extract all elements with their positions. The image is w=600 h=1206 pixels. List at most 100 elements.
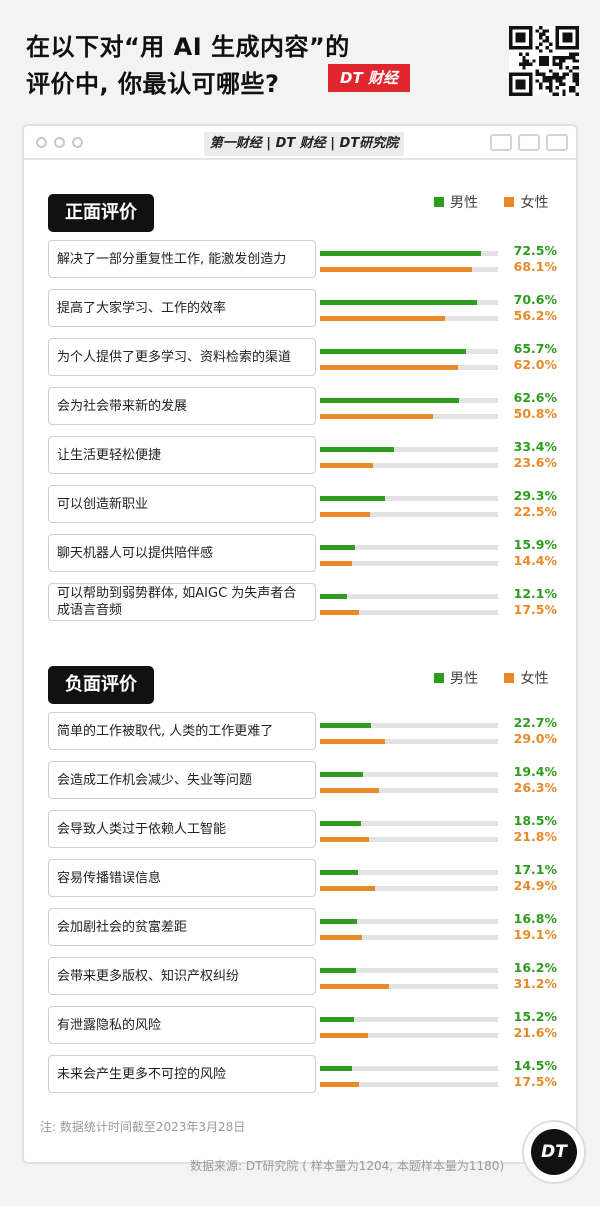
bar-track-female <box>320 984 498 989</box>
dt-logo-text: DT <box>531 1129 577 1175</box>
bar-male <box>320 447 395 452</box>
bar-male <box>320 496 386 501</box>
bar-male <box>320 398 460 403</box>
bar-track-male <box>320 349 498 354</box>
bar-track-female <box>320 739 498 744</box>
legend-swatch-male <box>434 197 444 207</box>
value-label-female: 62.0% <box>513 357 557 372</box>
value-label-female: 17.5% <box>513 1074 557 1089</box>
value-label-male: 15.2% <box>513 1009 557 1024</box>
window-maximize-icon <box>72 137 83 148</box>
bar-male <box>320 545 356 550</box>
legend-positive: 男性 女性 <box>434 192 570 212</box>
footnote: 注: 数据统计时间截至2023年3月28日 <box>40 1120 246 1134</box>
window-button-icon <box>490 134 512 151</box>
value-label-female: 56.2% <box>513 308 557 323</box>
bar-track-female <box>320 414 498 419</box>
data-source: 数据来源: DT研究院 ( 样本量为1204, 本题样本量为1180) <box>190 1159 505 1173</box>
legend-label-female: 女性 <box>520 195 549 211</box>
bar-track-male <box>320 919 498 924</box>
category-label: 聊天机器人可以提供陪伴感 <box>48 534 316 572</box>
value-label-female: 24.9% <box>513 878 557 893</box>
legend-item-female: 女性 <box>504 668 548 688</box>
bar-track-female <box>320 788 498 793</box>
page-title-line2: 评价中, 你最认可哪些? <box>26 70 280 98</box>
value-label-male: 15.9% <box>513 537 557 552</box>
bar-female <box>320 610 359 615</box>
bar-row: 未来会产生更多不可控的风险 14.5% 17.5% <box>48 1055 578 1093</box>
bar-row: 会带来更多版权、知识产权纠纷 16.2% 31.2% <box>48 957 578 995</box>
value-label-male: 22.7% <box>513 715 557 730</box>
value-label-male: 62.6% <box>513 390 557 405</box>
bar-track-female <box>320 610 498 615</box>
bar-row: 为个人提供了更多学习、资料检索的渠道 65.7% 62.0% <box>48 338 578 376</box>
bar-track-male <box>320 968 498 973</box>
bar-female <box>320 788 379 793</box>
bar-male <box>320 349 467 354</box>
category-label: 会加剧社会的贫富差距 <box>48 908 316 946</box>
bar-track-female <box>320 365 498 370</box>
bar-track-male <box>320 723 498 728</box>
header: 在以下对“用 AI 生成内容”的 评价中, 你最认可哪些? DT 财经 <box>0 0 600 122</box>
bar-female <box>320 837 369 842</box>
value-label-female: 14.4% <box>513 553 557 568</box>
bar-track-male <box>320 1017 498 1022</box>
bar-row: 可以帮助到弱势群体, 如AIGC 为失声者合成语言音频 12.1% 17.5% <box>48 583 578 621</box>
bar-track-male <box>320 821 498 826</box>
bar-male <box>320 821 362 826</box>
value-label-male: 16.2% <box>513 960 557 975</box>
value-label-female: 29.0% <box>513 731 557 746</box>
bar-track-female <box>320 561 498 566</box>
bar-row: 会导致人类过于依赖人工智能 18.5% 21.8% <box>48 810 578 848</box>
bar-female <box>320 1082 359 1087</box>
bar-male <box>320 772 364 777</box>
value-label-male: 72.5% <box>513 243 557 258</box>
bar-female <box>320 463 373 468</box>
section-title-negative: 负面评价 <box>48 666 154 704</box>
bar-track-male <box>320 251 498 256</box>
bar-track-male <box>320 545 498 550</box>
bar-row: 解决了一部分重复性工作, 能激发创造力 72.5% 68.1% <box>48 240 578 278</box>
value-label-female: 22.5% <box>513 504 557 519</box>
bar-row: 容易传播错误信息 17.1% 24.9% <box>48 859 578 897</box>
value-label-male: 33.4% <box>513 439 557 454</box>
bar-track-female <box>320 1033 498 1038</box>
legend-swatch-female <box>504 673 515 683</box>
legend-label-male: 男性 <box>450 671 478 687</box>
bar-row: 让生活更轻松便捷 33.4% 23.6% <box>48 436 578 474</box>
bar-row: 提高了大家学习、工作的效率 70.6% 56.2% <box>48 289 578 327</box>
window-button-icon <box>546 134 568 151</box>
category-label: 会带来更多版权、知识产权纠纷 <box>48 957 316 995</box>
value-label-female: 31.2% <box>513 976 557 991</box>
bar-row: 会加剧社会的贫富差距 16.8% 19.1% <box>48 908 578 946</box>
category-label: 容易传播错误信息 <box>48 859 316 897</box>
bar-male <box>320 594 347 599</box>
bar-track-female <box>320 512 498 517</box>
bar-track-male <box>320 870 498 875</box>
bar-track-female <box>320 837 498 842</box>
bar-female <box>320 512 371 517</box>
legend-item-male: 男性 <box>434 668 478 688</box>
value-label-male: 14.5% <box>513 1058 557 1073</box>
bar-track-male <box>320 447 498 452</box>
bar-female <box>320 739 385 744</box>
category-label: 解决了一部分重复性工作, 能激发创造力 <box>48 240 316 278</box>
bar-female <box>320 414 434 419</box>
category-label: 简单的工作被取代, 人类的工作更难了 <box>48 712 316 750</box>
bar-track-female <box>320 316 498 321</box>
bar-male <box>320 870 359 875</box>
page-title-line1: 在以下对“用 AI 生成内容”的 <box>26 33 350 61</box>
section-title-positive: 正面评价 <box>48 194 154 232</box>
value-label-male: 16.8% <box>513 911 557 926</box>
bar-row: 简单的工作被取代, 人类的工作更难了 22.7% 29.0% <box>48 712 578 750</box>
bar-male <box>320 1066 353 1071</box>
value-label-female: 50.8% <box>513 406 557 421</box>
brand-badge: DT 财经 <box>328 64 410 92</box>
value-label-male: 18.5% <box>513 813 557 828</box>
window-button-icon <box>518 134 540 151</box>
category-label: 会为社会带来新的发展 <box>48 387 316 425</box>
value-label-female: 21.8% <box>513 829 557 844</box>
bar-track-female <box>320 935 498 940</box>
qr-code-icon <box>509 26 579 96</box>
value-label-male: 29.3% <box>513 488 557 503</box>
